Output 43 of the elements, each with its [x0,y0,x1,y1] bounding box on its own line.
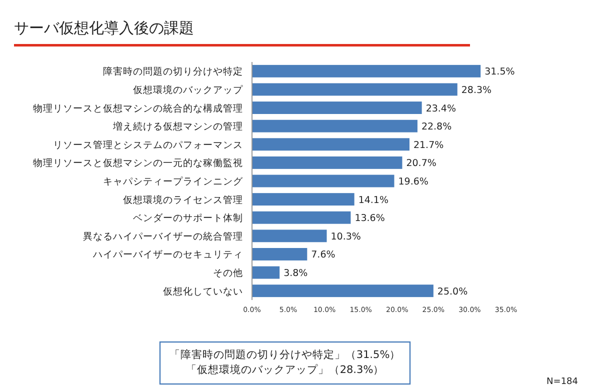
bar [252,174,394,188]
text: N=184 [546,377,578,387]
y-tick-label: 増え続ける仮想マシンの管理 [112,120,243,133]
bar [252,284,434,298]
data-label: 21.7% [413,140,444,151]
data-label: 20.7% [406,158,436,170]
y-tick-label: 物理リソースと仮想マシンの統合的な構成管理 [33,102,243,114]
bar [252,120,418,132]
y-tick-label: その他 [213,267,243,280]
bar [252,211,351,224]
bar [252,102,422,114]
data-label: 14.1% [358,194,389,206]
bar [252,64,481,78]
bar [252,266,280,279]
data-label: 10.3% [330,231,361,242]
data-label: 3.8% [284,268,308,280]
text: サーバ仮想化導入後の課題 [14,19,194,37]
data-label: 28.3% [461,84,492,96]
text: 「障害時の問題の切り分けや特定」（31.5%） [169,348,401,361]
y-tick-label: ベンダーのサポート体制 [133,212,243,224]
data-label: 13.6% [354,213,385,224]
text: 「仮想環境のバックアップ」（28.3%） [186,363,384,376]
y-tick-label: 物理リソースと仮想マシンの一元的な稼働監視 [33,157,243,170]
bar [252,248,308,260]
y-tick-label: リソース管理とシステムのパフォーマンス [53,140,243,151]
y-tick-label: 仮想環境のライセンス管理 [123,194,243,206]
y-tick-label: 障害時の問題の切り分けや特定 [103,66,243,78]
bar [252,138,410,151]
data-label: 25.0% [437,286,468,298]
y-tick-label: キャパシティープラインニング [103,176,244,188]
y-tick-label: 異なるハイパーバイザーの統合管理 [83,230,243,242]
bar [252,193,354,206]
bar [252,230,327,242]
y-tick-label: 仮想化していない [163,285,243,298]
data-label: 31.5% [484,66,515,78]
data-label: 7.6% [311,250,336,261]
y-tick-label: 仮想環境のバックアップ [133,84,244,96]
data-label: 23.4% [426,103,456,114]
bar [252,156,402,169]
data-label: 19.6% [398,176,428,188]
y-tick-label: ハイパーバイザーのセキュリティ [92,250,243,261]
bar [252,83,458,96]
data-label: 22.8% [421,122,452,133]
